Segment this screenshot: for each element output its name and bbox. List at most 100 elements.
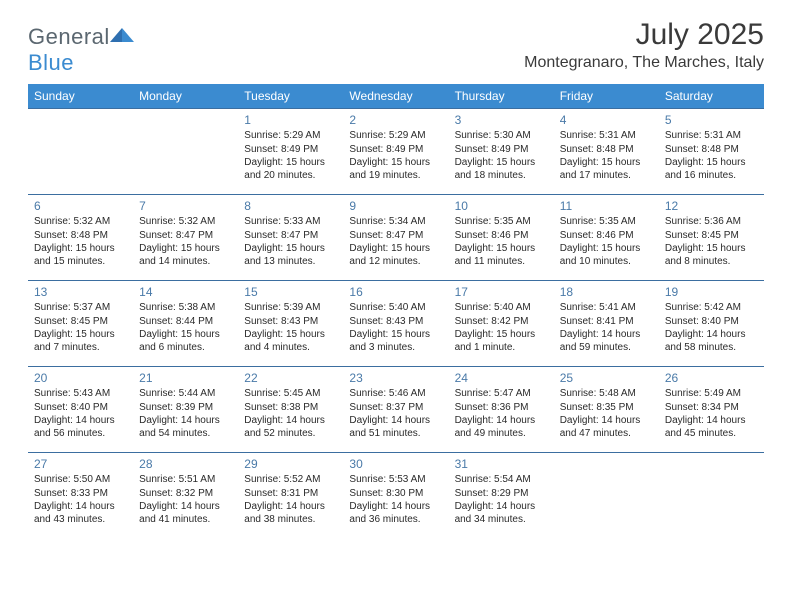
sunrise-line: Sunrise: 5:31 AM — [665, 130, 758, 143]
sunset-line: Sunset: 8:35 PM — [560, 402, 653, 415]
daylight-line: Daylight: 14 hours and 54 minutes. — [139, 415, 232, 440]
sunset-line: Sunset: 8:47 PM — [349, 230, 442, 243]
day-number: 8 — [244, 199, 337, 214]
sunset-line: Sunset: 8:45 PM — [665, 230, 758, 243]
daylight-line: Daylight: 15 hours and 17 minutes. — [560, 157, 653, 182]
sunset-line: Sunset: 8:32 PM — [139, 488, 232, 501]
calendar-day-cell: 1Sunrise: 5:29 AMSunset: 8:49 PMDaylight… — [238, 109, 343, 195]
day-info: Sunrise: 5:32 AMSunset: 8:48 PMDaylight:… — [34, 216, 127, 268]
day-number: 18 — [560, 285, 653, 300]
day-info: Sunrise: 5:46 AMSunset: 8:37 PMDaylight:… — [349, 388, 442, 440]
sunset-line: Sunset: 8:34 PM — [665, 402, 758, 415]
calendar-day-cell: 26 Sunrise: 5:49 AMSunset: 8:34 PMDayligh… — [659, 367, 764, 453]
sunrise-line: Sunrise: 5:32 AM — [34, 216, 127, 229]
day-info: Sunrise: 5:48 AMSunset: 8:35 PMDaylight:… — [560, 388, 653, 440]
day-number: 6 — [34, 199, 127, 214]
weekday-header: Sunday — [28, 84, 133, 109]
calendar-day-cell: 29Sunrise: 5:52 AMSunset: 8:31 PMDayligh… — [238, 453, 343, 539]
sunrise-line: Sunrise: 5:45 AM — [244, 388, 337, 401]
calendar-day-cell: 19 Sunrise: 5:42 AMSunset: 8:40 PMDayligh… — [659, 281, 764, 367]
calendar-day-cell: 8 Sunrise: 5:33 AMSunset: 8:47 PMDaylight… — [238, 195, 343, 281]
sunrise-line: Sunrise: 5:31 AM — [560, 130, 653, 143]
day-number: 21 — [139, 371, 232, 386]
daylight-line: Daylight: 14 hours and 43 minutes. — [34, 501, 127, 526]
daylight-line: Daylight: 14 hours and 56 minutes. — [34, 415, 127, 440]
calendar-header-row: SundayMondayTuesdayWednesdayThursdayFrid… — [28, 84, 764, 109]
daylight-line: Daylight: 15 hours and 1 minute. — [455, 329, 548, 354]
day-info: Sunrise: 5:35 AMSunset: 8:46 PMDaylight:… — [560, 216, 653, 268]
sunrise-line: Sunrise: 5:49 AM — [665, 388, 758, 401]
day-info: Sunrise: 5:40 AMSunset: 8:42 PMDaylight:… — [455, 302, 548, 354]
day-number: 7 — [139, 199, 232, 214]
calendar-day-cell — [28, 109, 133, 195]
calendar-day-cell: 4Sunrise: 5:31 AMSunset: 8:48 PMDaylight… — [554, 109, 659, 195]
sunrise-line: Sunrise: 5:36 AM — [665, 216, 758, 229]
sunset-line: Sunset: 8:48 PM — [34, 230, 127, 243]
location-subtitle: Montegranaro, The Marches, Italy — [524, 54, 764, 72]
calendar-day-cell: 5Sunrise: 5:31 AMSunset: 8:48 PMDaylight… — [659, 109, 764, 195]
brand-name-a: General — [28, 24, 110, 49]
calendar-week-row: 1Sunrise: 5:29 AMSunset: 8:49 PMDaylight… — [28, 109, 764, 195]
weekday-header: Saturday — [659, 84, 764, 109]
day-info: Sunrise: 5:50 AMSunset: 8:33 PMDaylight:… — [34, 474, 127, 526]
calendar-day-cell: 30Sunrise: 5:53 AMSunset: 8:30 PMDayligh… — [343, 453, 448, 539]
daylight-line: Daylight: 15 hours and 8 minutes. — [665, 243, 758, 268]
sunset-line: Sunset: 8:36 PM — [455, 402, 548, 415]
day-info: Sunrise: 5:38 AMSunset: 8:44 PMDaylight:… — [139, 302, 232, 354]
weekday-header: Tuesday — [238, 84, 343, 109]
day-number: 5 — [665, 113, 758, 128]
daylight-line: Daylight: 15 hours and 15 minutes. — [34, 243, 127, 268]
calendar-day-cell — [659, 453, 764, 539]
day-number: 4 — [560, 113, 653, 128]
calendar-day-cell: 2 Sunrise: 5:29 AMSunset: 8:49 PMDaylight… — [343, 109, 448, 195]
day-number: 3 — [455, 113, 548, 128]
calendar-day-cell: 6 Sunrise: 5:32 AMSunset: 8:48 PMDaylight… — [28, 195, 133, 281]
sunset-line: Sunset: 8:39 PM — [139, 402, 232, 415]
daylight-line: Daylight: 15 hours and 14 minutes. — [139, 243, 232, 268]
sunrise-line: Sunrise: 5:44 AM — [139, 388, 232, 401]
day-number: 24 — [455, 371, 548, 386]
day-number: 20 — [34, 371, 127, 386]
calendar-week-row: 13Sunrise: 5:37 AMSunset: 8:45 PMDayligh… — [28, 281, 764, 367]
day-number: 23 — [349, 371, 442, 386]
day-info: Sunrise: 5:29 AMSunset: 8:49 PMDaylight:… — [349, 130, 442, 182]
sunrise-line: Sunrise: 5:35 AM — [455, 216, 548, 229]
sunset-line: Sunset: 8:43 PM — [349, 316, 442, 329]
calendar-week-row: 27Sunrise: 5:50 AMSunset: 8:33 PMDayligh… — [28, 453, 764, 539]
day-number: 26 — [665, 371, 758, 386]
logo-mark-icon — [110, 24, 136, 44]
day-info: Sunrise: 5:45 AMSunset: 8:38 PMDaylight:… — [244, 388, 337, 440]
daylight-line: Daylight: 14 hours and 34 minutes. — [455, 501, 548, 526]
calendar-day-cell: 22Sunrise: 5:45 AMSunset: 8:38 PMDayligh… — [238, 367, 343, 453]
day-info: Sunrise: 5:41 AMSunset: 8:41 PMDaylight:… — [560, 302, 653, 354]
sunset-line: Sunset: 8:44 PM — [139, 316, 232, 329]
daylight-line: Daylight: 14 hours and 47 minutes. — [560, 415, 653, 440]
day-info: Sunrise: 5:51 AMSunset: 8:32 PMDaylight:… — [139, 474, 232, 526]
sunrise-line: Sunrise: 5:47 AM — [455, 388, 548, 401]
daylight-line: Daylight: 14 hours and 52 minutes. — [244, 415, 337, 440]
daylight-line: Daylight: 14 hours and 41 minutes. — [139, 501, 232, 526]
sunset-line: Sunset: 8:29 PM — [455, 488, 548, 501]
sunset-line: Sunset: 8:49 PM — [349, 144, 442, 157]
daylight-line: Daylight: 15 hours and 18 minutes. — [455, 157, 548, 182]
sunrise-line: Sunrise: 5:42 AM — [665, 302, 758, 315]
day-info: Sunrise: 5:53 AMSunset: 8:30 PMDaylight:… — [349, 474, 442, 526]
day-info: Sunrise: 5:44 AMSunset: 8:39 PMDaylight:… — [139, 388, 232, 440]
weekday-header: Friday — [554, 84, 659, 109]
day-info: Sunrise: 5:29 AMSunset: 8:49 PMDaylight:… — [244, 130, 337, 182]
sunrise-line: Sunrise: 5:34 AM — [349, 216, 442, 229]
day-info: Sunrise: 5:33 AMSunset: 8:47 PMDaylight:… — [244, 216, 337, 268]
day-number: 16 — [349, 285, 442, 300]
sunrise-line: Sunrise: 5:41 AM — [560, 302, 653, 315]
daylight-line: Daylight: 14 hours and 45 minutes. — [665, 415, 758, 440]
brand-logo: General Blue — [28, 18, 136, 76]
day-info: Sunrise: 5:42 AMSunset: 8:40 PMDaylight:… — [665, 302, 758, 354]
sunset-line: Sunset: 8:40 PM — [34, 402, 127, 415]
sunset-line: Sunset: 8:48 PM — [665, 144, 758, 157]
sunset-line: Sunset: 8:40 PM — [665, 316, 758, 329]
sunrise-line: Sunrise: 5:39 AM — [244, 302, 337, 315]
day-info: Sunrise: 5:52 AMSunset: 8:31 PMDaylight:… — [244, 474, 337, 526]
calendar-day-cell: 7Sunrise: 5:32 AMSunset: 8:47 PMDaylight… — [133, 195, 238, 281]
day-number: 2 — [349, 113, 442, 128]
day-number: 19 — [665, 285, 758, 300]
